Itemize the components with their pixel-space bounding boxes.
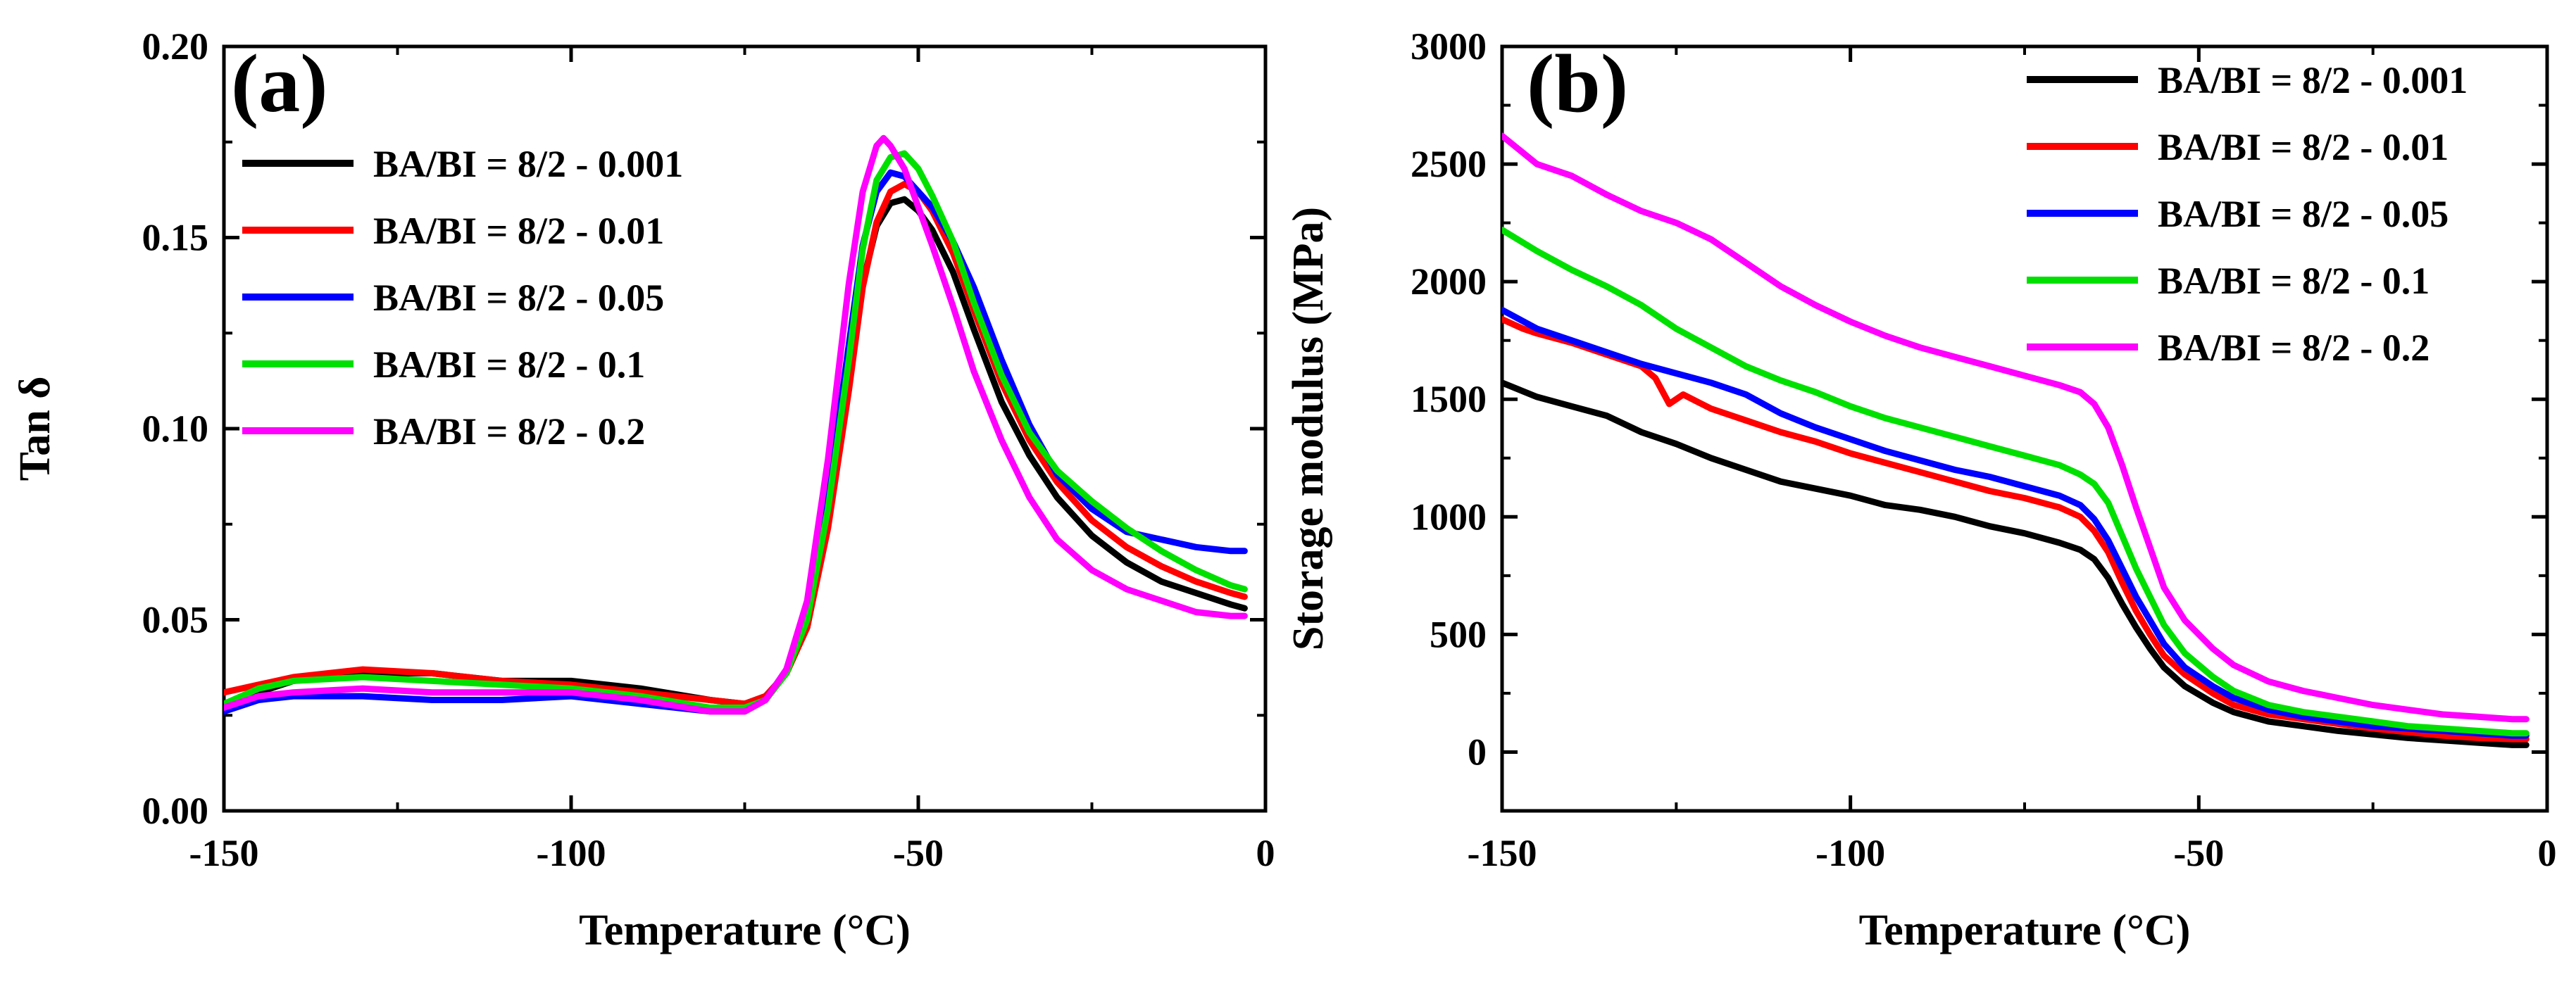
panel-a-tan-delta: -150 -100 -50 0 0.00 0.05 0.10 0.15 0.20 Temperat…	[11, 25, 1275, 954]
series-line	[1502, 306, 2530, 739]
y-tick-label: 500	[1430, 613, 1487, 655]
x-tick-label: 0	[1256, 832, 1275, 874]
x-tick-label: -100	[1815, 832, 1885, 874]
x-tick-label: -150	[189, 832, 259, 874]
y-axis-title: Storage modulus (MPa)	[1284, 207, 1332, 650]
y-tick-label: 2500	[1411, 143, 1487, 185]
y-tick-label: 0.05	[142, 599, 209, 641]
legend-label: BA/BI = 8/2 - 0.01	[2158, 126, 2449, 168]
series-line	[1502, 227, 2530, 737]
panel-b-storage-modulus: -150 -100 -50 0 0 500 1000 1500 2000 2500 3000 Temp…	[1284, 25, 2557, 954]
legend-label: BA/BI = 8/2 - 0.001	[373, 143, 683, 185]
x-axis-title: Temperature (°C)	[579, 907, 911, 954]
y-axis-title: Tan δ	[11, 377, 59, 481]
y-tick-label: 3000	[1411, 25, 1487, 68]
series-line	[224, 134, 1248, 715]
legend-label: BA/BI = 8/2 - 0.2	[2158, 327, 2430, 369]
legend: BA/BI = 8/2 - 0.001 BA/BI = 8/2 - 0.01 BA/…	[2027, 59, 2468, 369]
legend-label: BA/BI = 8/2 - 0.2	[373, 410, 645, 453]
legend: BA/BI = 8/2 - 0.001 BA/BI = 8/2 - 0.01 BA/…	[242, 143, 683, 453]
panel-label: (b)	[1527, 37, 1628, 130]
x-tick-label: -50	[2173, 832, 2224, 874]
series-line	[224, 150, 1248, 711]
y-tick-label: 0.10	[142, 408, 209, 450]
y-tick-label: 0.15	[142, 217, 209, 259]
series-line	[1502, 379, 2530, 748]
x-axis-title: Temperature (°C)	[1859, 907, 2191, 954]
x-tick-label: -50	[893, 832, 944, 874]
legend-label: BA/BI = 8/2 - 0.1	[373, 343, 645, 386]
legend-label: BA/BI = 8/2 - 0.1	[2158, 260, 2430, 302]
y-tick-label: 0	[1468, 731, 1487, 773]
series-line	[224, 181, 1248, 707]
legend-label: BA/BI = 8/2 - 0.05	[2158, 193, 2449, 235]
y-tick-label: 1000	[1411, 496, 1487, 538]
x-tick-label: 0	[2538, 832, 2557, 874]
y-tick-label: 0.00	[142, 790, 209, 832]
y-tick-label: 1500	[1411, 378, 1487, 420]
panel-label: (a)	[231, 37, 328, 130]
legend-label: BA/BI = 8/2 - 0.001	[2158, 59, 2468, 101]
x-tick-label: -150	[1468, 832, 1537, 874]
legend-label: BA/BI = 8/2 - 0.01	[373, 210, 664, 252]
legend-label: BA/BI = 8/2 - 0.05	[373, 277, 664, 319]
series-line	[1502, 132, 2530, 723]
y-tick-label: 2000	[1411, 260, 1487, 303]
x-tick-label: -100	[537, 832, 606, 874]
y-tick-label: 0.20	[142, 25, 209, 68]
